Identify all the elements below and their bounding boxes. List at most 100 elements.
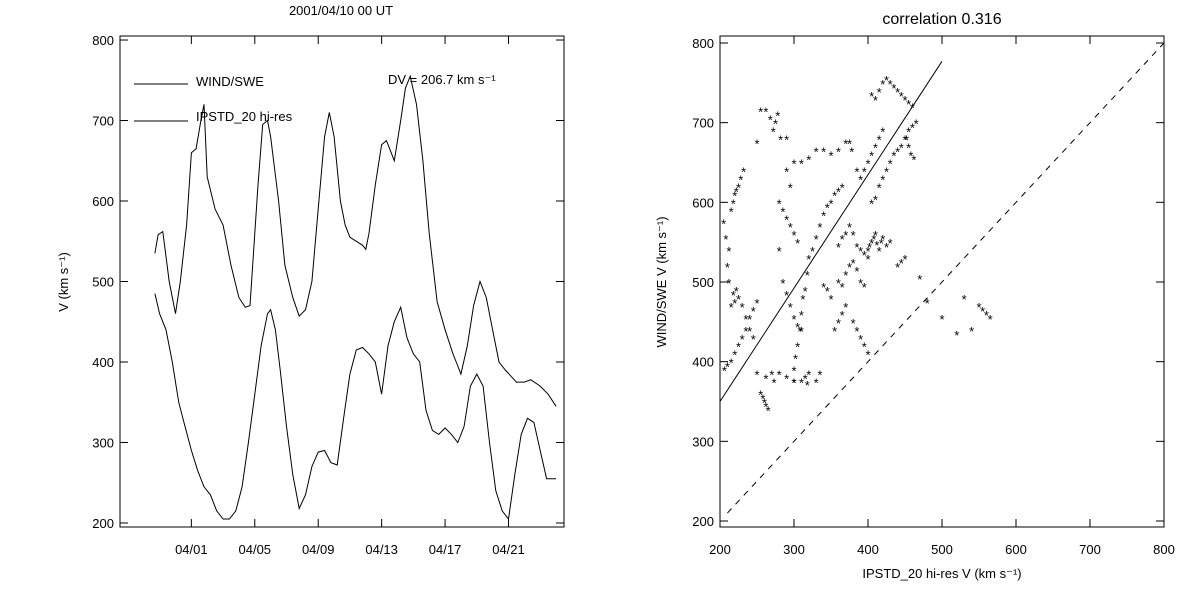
scatter-point: * xyxy=(762,396,767,411)
scatter-point: * xyxy=(862,248,867,263)
scatter-point: * xyxy=(880,125,885,140)
scatter-point: * xyxy=(843,268,848,283)
scatter-point: * xyxy=(874,238,879,253)
scatter-point: * xyxy=(895,85,900,100)
scatter-point: * xyxy=(879,236,884,251)
scatter-point: * xyxy=(795,236,800,251)
scatter-point: * xyxy=(734,184,739,199)
scatter-y-tick-label: 700 xyxy=(692,116,714,131)
scatter-point: * xyxy=(726,244,731,259)
scatter-point: * xyxy=(884,73,889,88)
scatter-point: * xyxy=(805,268,810,283)
scatter-point: * xyxy=(904,133,909,148)
scatter-point: * xyxy=(865,252,870,267)
timeseries-x-tick-label: 04/01 xyxy=(175,542,208,557)
scatter-point: * xyxy=(865,348,870,363)
fit-line xyxy=(719,61,943,402)
scatter-point: * xyxy=(962,292,967,307)
scatter-point: * xyxy=(806,368,811,383)
scatter-point: * xyxy=(840,180,845,195)
scatter-point: * xyxy=(976,300,981,315)
scatter-point: * xyxy=(869,89,874,104)
scatter-point: * xyxy=(895,260,900,275)
legend-label-ipstd: IPSTD_20 hi-res xyxy=(196,109,293,124)
scatter-point: * xyxy=(847,260,852,275)
timeseries-y-tick-label: 500 xyxy=(92,275,114,290)
scatter-point: * xyxy=(800,292,805,307)
scatter-point: * xyxy=(817,220,822,235)
timeseries-y-tick-label: 200 xyxy=(92,516,114,531)
scatter-point: * xyxy=(873,228,878,243)
scatter-y-axis-label: WIND/SWE V (km s⁻¹) xyxy=(654,216,669,347)
scatter-point: * xyxy=(862,340,867,355)
scatter-point: * xyxy=(784,164,789,179)
scatter-point: * xyxy=(825,200,830,215)
scatter-point: * xyxy=(873,192,878,207)
scatter-point: * xyxy=(732,296,737,311)
scatter-point: * xyxy=(771,125,776,140)
scatter-point: * xyxy=(851,228,856,243)
scatter-point: * xyxy=(751,332,756,347)
scatter-point: * xyxy=(784,372,789,387)
scatter-point: * xyxy=(769,368,774,383)
scatter-point: * xyxy=(888,157,893,172)
scatter-point: * xyxy=(899,89,904,104)
scatter-point: * xyxy=(817,368,822,383)
scatter-point: * xyxy=(832,324,837,339)
scatter-point: * xyxy=(884,240,889,255)
scatter-x-tick-label: 800 xyxy=(1153,542,1175,557)
scatter-point: * xyxy=(814,232,819,247)
scatter-point: * xyxy=(891,149,896,164)
timeseries-x-tick-label: 04/05 xyxy=(239,542,272,557)
scatter-point: * xyxy=(865,157,870,172)
scatter-point: * xyxy=(788,300,793,315)
scatter-point: * xyxy=(884,164,889,179)
scatter-point: * xyxy=(854,264,859,279)
scatter-point: * xyxy=(731,196,736,211)
scatter-point: * xyxy=(805,378,810,393)
scatter-point: * xyxy=(799,324,804,339)
scatter-point: * xyxy=(740,332,745,347)
scatter-point: * xyxy=(738,172,743,187)
scatter-point: * xyxy=(906,141,911,156)
scatter-point: * xyxy=(899,141,904,156)
scatter-point: * xyxy=(843,137,848,152)
timeseries-legend: WIND/SWE IPSTD_20 hi-res xyxy=(134,74,293,124)
scatter-point: * xyxy=(799,308,804,323)
scatter-point: * xyxy=(758,388,763,403)
scatter-point: * xyxy=(862,164,867,179)
scatter-point: * xyxy=(954,328,959,343)
scatter-point: * xyxy=(763,399,768,414)
scatter-point: * xyxy=(777,368,782,383)
scatter-point: * xyxy=(754,296,759,311)
scatter-point: * xyxy=(797,324,802,339)
scatter-point: * xyxy=(832,188,837,203)
scatter-point: * xyxy=(788,180,793,195)
scatter-point: * xyxy=(862,280,867,295)
scatter-point: * xyxy=(888,77,893,92)
scatter-point: * xyxy=(754,137,759,152)
scatter-point: * xyxy=(814,376,819,391)
scatter-point: * xyxy=(828,149,833,164)
scatter-point: * xyxy=(791,376,796,391)
scatter-reference-lines xyxy=(719,42,1165,514)
scatter-point: * xyxy=(851,256,856,271)
scatter-title: correlation 0.316 xyxy=(882,11,1001,28)
scatter-point: * xyxy=(731,288,736,303)
scatter-point: * xyxy=(726,276,731,291)
scatter-point: * xyxy=(847,220,852,235)
scatter-x-tick-label: 300 xyxy=(783,542,805,557)
scatter-point: * xyxy=(906,97,911,112)
scatter-x-tick-label: 600 xyxy=(1005,542,1027,557)
scatter-point: * xyxy=(851,316,856,331)
scatter-point: * xyxy=(988,312,993,327)
timeseries-y-tick-label: 300 xyxy=(92,435,114,450)
timeseries-title: 2001/04/10 00 UT xyxy=(289,3,393,18)
timeseries-x-ticks: 04/01 04/05 04/09 04/13 04/17 04/21 xyxy=(175,36,525,557)
scatter-point: * xyxy=(803,372,808,387)
scatter-point: * xyxy=(754,368,759,383)
scatter-point: * xyxy=(780,204,785,219)
scatter-point: * xyxy=(729,356,734,371)
scatter-point: * xyxy=(803,284,808,299)
scatter-point: * xyxy=(939,312,944,327)
